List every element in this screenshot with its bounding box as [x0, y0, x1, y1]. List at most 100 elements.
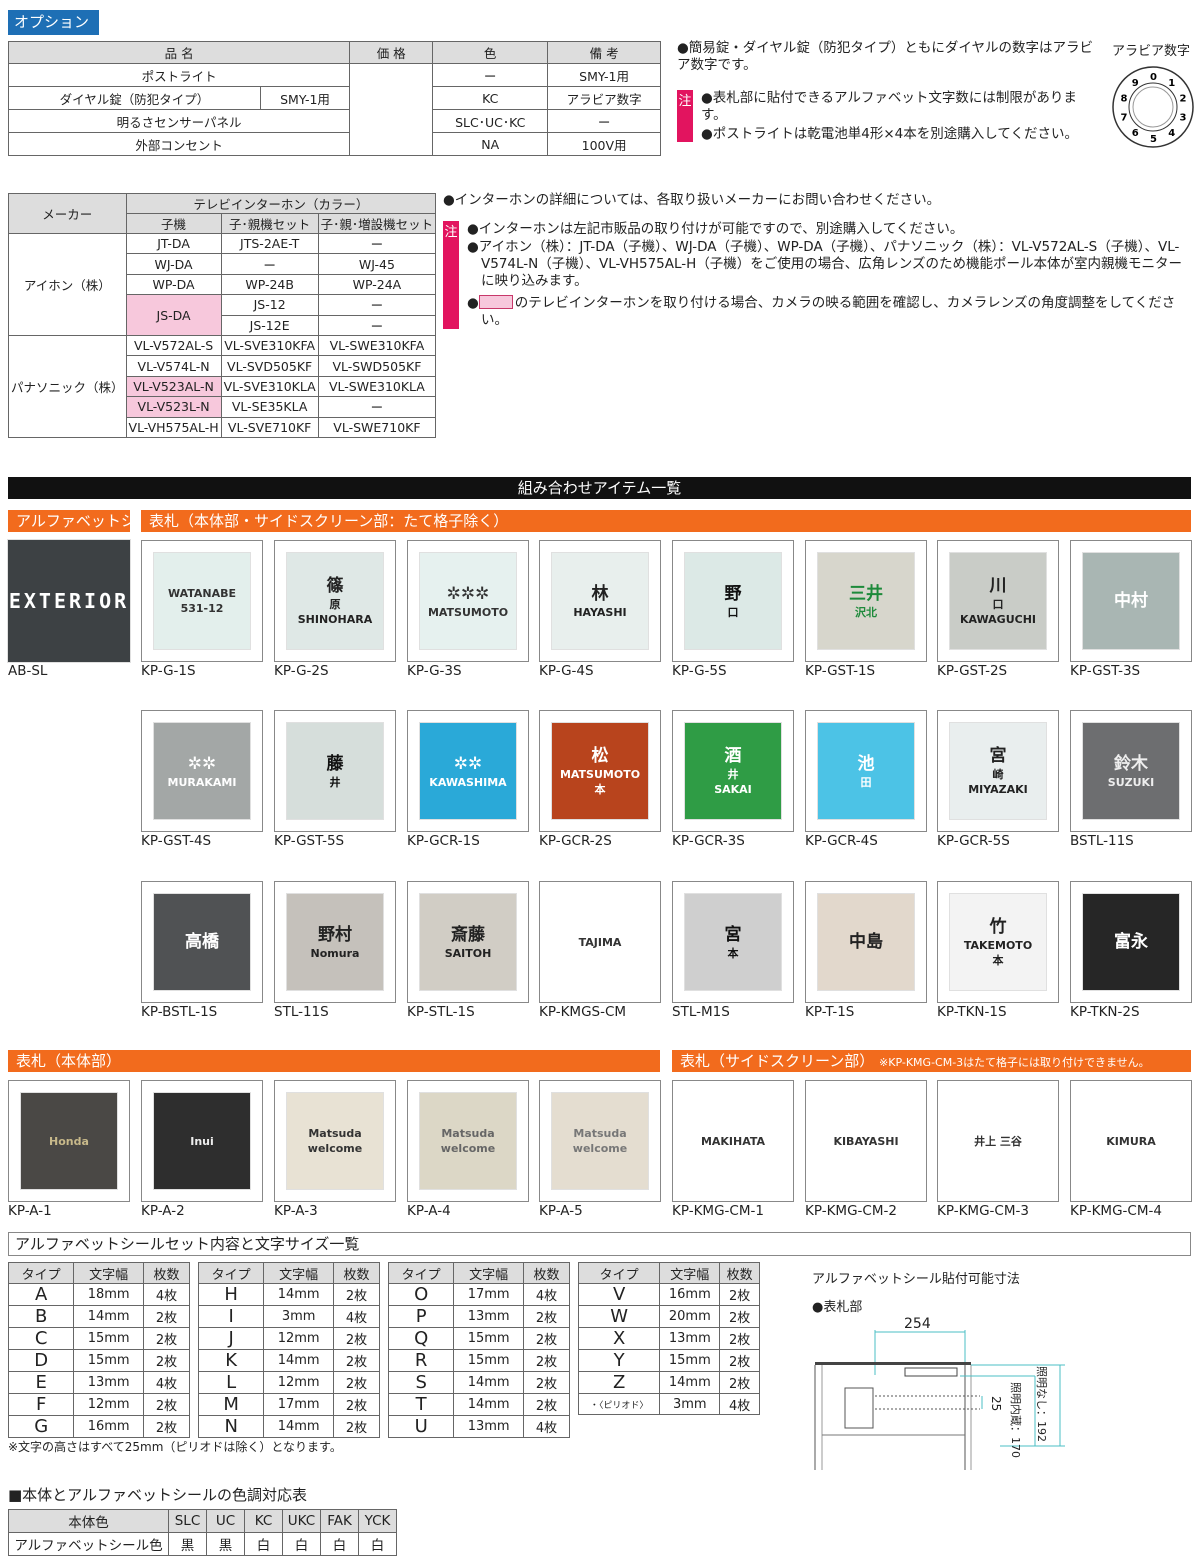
cell: 外部コンセント [7, 132, 351, 156]
dial-digit: 1 [1168, 78, 1175, 89]
cell: 4枚 [719, 1393, 760, 1415]
dial-digit: 3 [1179, 113, 1186, 124]
plate-text: welcome [572, 1142, 628, 1155]
plate-text: welcome [440, 1142, 496, 1155]
plate-text: Matsuda [308, 1127, 362, 1140]
product-code: KP-A-1 [8, 1203, 52, 1219]
product-tile[interactable]: 川口 KAWAGUCHI [937, 540, 1059, 662]
product-tile[interactable]: 高橋 [141, 881, 263, 1003]
product-code: STL-11S [274, 1004, 329, 1020]
cell: 2枚 [142, 1393, 191, 1416]
plate-text: EXTERIOR [8, 588, 130, 613]
col-header: 文字幅 [659, 1262, 721, 1284]
product-tile[interactable]: Honda [8, 1080, 130, 1202]
cell: S [387, 1371, 455, 1394]
product-tile[interactable]: 鈴木 SUZUKI [1070, 710, 1192, 832]
cell: 2枚 [522, 1393, 571, 1416]
cell: VL-SVE310KFA [220, 334, 319, 357]
col-header: 品 名 [7, 41, 351, 64]
color-table-title: ■本体とアルファベットシールの色調対応表 [8, 1486, 308, 1504]
product-tile[interactable]: 野村 Nomura [274, 881, 396, 1003]
product-tile[interactable]: 林 HAYASHI [539, 540, 661, 662]
product-tile[interactable]: ✲✲ KAWASHIMA [407, 710, 529, 832]
dim-width-label: 254 [904, 1316, 931, 1332]
product-code: KP-G-4S [539, 663, 594, 679]
alphabet-title: アルファベットシールセット内容と文字サイズ一覧 [8, 1232, 1191, 1256]
table-row: VL-V523L-N VL-SE35KLA ー [9, 396, 437, 418]
cell: 2枚 [719, 1371, 760, 1394]
col-header: 子機 [125, 213, 222, 234]
cell: ダイヤル錠（防犯タイプ） [8, 86, 261, 110]
cell: JTS-2AE-T [220, 232, 319, 255]
product-code: KP-G-2S [274, 663, 329, 679]
plate-text: 鈴木 [1114, 753, 1148, 774]
product-tile[interactable]: 富永 [1070, 881, 1192, 1003]
product-tile[interactable]: Matsuda welcome [539, 1080, 661, 1202]
table-row: N 14mm 2枚 [197, 1415, 381, 1438]
product-code: KP-GCR-3S [672, 833, 745, 849]
product-code: KP-GST-1S [805, 663, 876, 679]
product-code: KP-A-4 [407, 1203, 451, 1219]
nameplate-image: Honda [21, 1093, 117, 1189]
product-tile[interactable]: 酒井 SAKAI [672, 710, 794, 832]
bar-alphabet-seal: アルファベットシール [8, 510, 130, 532]
cell: R [387, 1349, 455, 1372]
product-tile[interactable]: Inui [141, 1080, 263, 1202]
product-tile[interactable]: 中村 [1070, 540, 1192, 662]
product-tile[interactable]: KIBAYASHI [805, 1080, 927, 1202]
nameplate-image: 林 HAYASHI [552, 553, 648, 649]
product-tile[interactable]: 井上 三谷 [937, 1080, 1059, 1202]
product-tile[interactable]: EXTERIOR [8, 540, 130, 662]
nameplate-image: KIMURA [1083, 1093, 1179, 1189]
plate-text: Honda [49, 1134, 89, 1148]
cell: VL-SWE310KLA [317, 375, 437, 398]
cell: JT-DA [125, 232, 222, 255]
product-tile[interactable]: TAJIMA [539, 881, 661, 1003]
product-tile[interactable]: 宮崎 MIYAZAKI [937, 710, 1059, 832]
plate-text: 川 [989, 576, 1007, 596]
product-tile[interactable]: ✲✲ MURAKAMI [141, 710, 263, 832]
plate-text: HAYASHI [573, 605, 627, 619]
product-tile[interactable]: MAKIHATA [672, 1080, 794, 1202]
cell: 2枚 [522, 1371, 571, 1394]
product-tile[interactable]: Matsuda welcome [407, 1080, 529, 1202]
product-tile[interactable]: 篠原 SHINOHARA [274, 540, 396, 662]
dial-digit: 2 [1179, 93, 1186, 104]
product-tile[interactable]: 野口 [672, 540, 794, 662]
product-code: KP-KMGS-CM [539, 1004, 627, 1020]
product-tile[interactable]: 竹 TAKEMOTO 本 [937, 881, 1059, 1003]
dial-digit: 8 [1121, 93, 1128, 104]
seal-color: 黒 [168, 1532, 207, 1556]
maker-header: メーカー [8, 193, 127, 234]
product-tile[interactable]: 宮本 [672, 881, 794, 1003]
table-row: ・〈ピリオド〉 3mm 4枚 [577, 1393, 760, 1415]
cell: VL-SWE710KF [317, 416, 437, 438]
product-code: KP-STL-1S [407, 1004, 475, 1020]
seal-color: 白 [320, 1532, 359, 1556]
product-tile[interactable]: 松 MATSUMOTO 本 [539, 710, 661, 832]
product-tile[interactable]: 池田 [805, 710, 927, 832]
cell: VL-VH575AL-H [125, 416, 222, 438]
color-table: 本体色 SLC UC KC UKC FAK YCK アルファベットシール色黒黒白白白白 [8, 1509, 397, 1556]
product-tile[interactable]: ✲✲✲ MATSUMOTO [407, 540, 529, 662]
product-tile[interactable]: WATANABE 531-12 [141, 540, 263, 662]
product-tile[interactable]: 三井 沢北 [805, 540, 927, 662]
col-header: 備 考 [547, 41, 661, 64]
nameplate-image: MAKIHATA [685, 1093, 781, 1189]
cell: VL-V572AL-S [125, 334, 222, 357]
plate-text: 井 [329, 775, 341, 789]
cell: P [387, 1305, 455, 1328]
product-tile[interactable]: 中島 [805, 881, 927, 1003]
cell: H [197, 1283, 265, 1306]
cell: VL-V523AL-N [125, 375, 222, 398]
cell: VL-SWE310KFA [317, 334, 437, 357]
group-header: テレビインターホン（カラー） [125, 193, 437, 214]
intercom-note-c: ● のテレビインターホンを取り付ける場合、カメラの映る範囲を確認し、カメラレンズの… [467, 295, 1176, 328]
product-tile[interactable]: 藤井 [274, 710, 396, 832]
product-tile[interactable]: KIMURA [1070, 1080, 1192, 1202]
product-tile[interactable]: 斎藤 SAITOH [407, 881, 529, 1003]
cell: 15mm [73, 1327, 144, 1350]
dim-unlit-label: 照明なし：192 [1035, 1366, 1048, 1442]
cell: VL-SVE310KLA [220, 375, 319, 398]
product-tile[interactable]: Matsuda welcome [274, 1080, 396, 1202]
